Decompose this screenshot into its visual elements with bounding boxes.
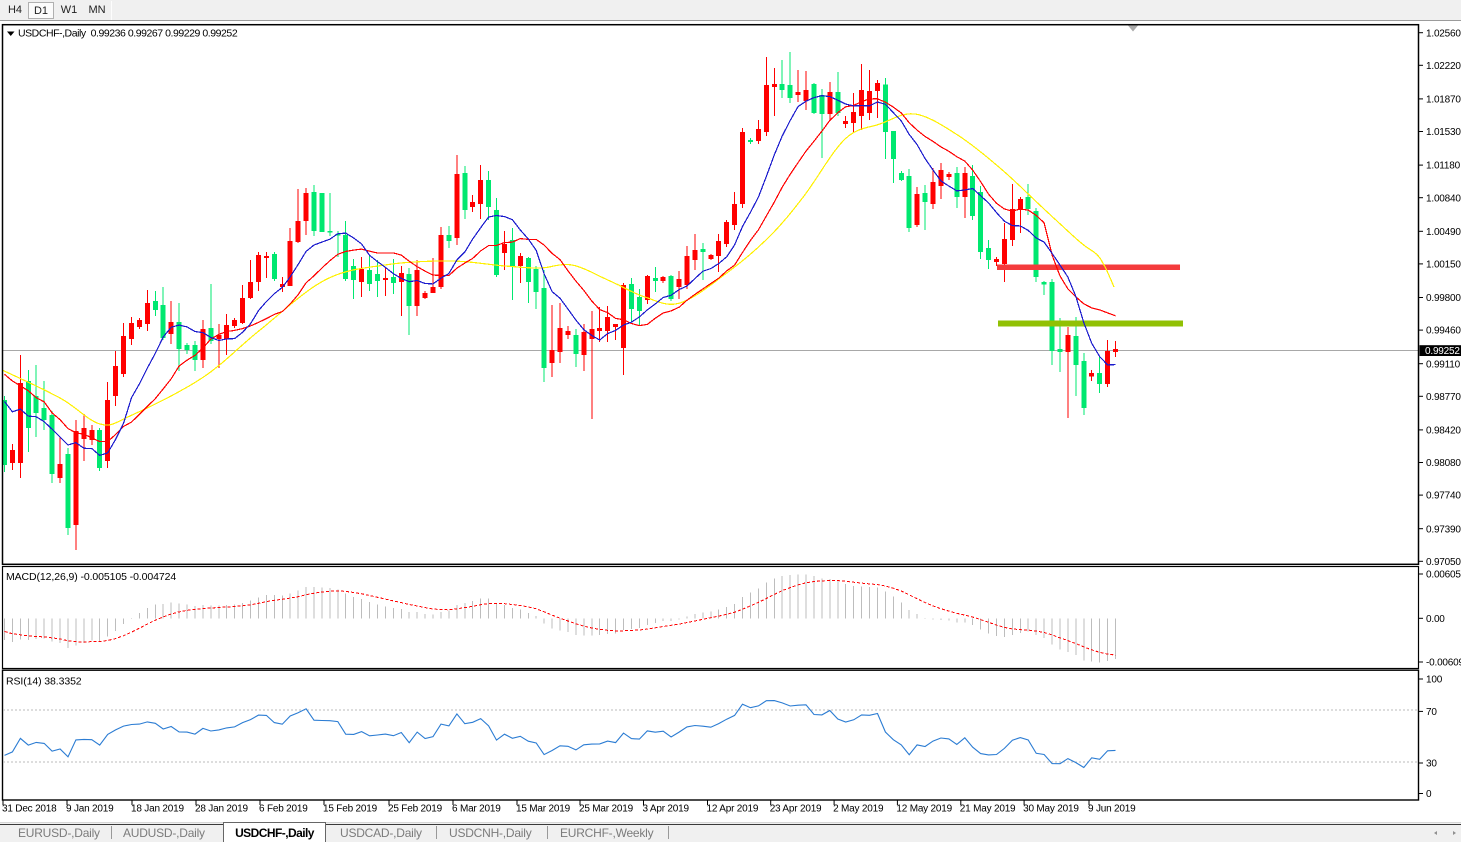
svg-text:18 Jan 2019: 18 Jan 2019 (131, 804, 184, 815)
svg-text:28 Jan 2019: 28 Jan 2019 (195, 804, 248, 815)
svg-text:0.0060580: 0.0060580 (1426, 570, 1461, 581)
svg-text:25 Mar 2019: 25 Mar 2019 (579, 804, 634, 815)
svg-text:MACD(12,26,9) -0.005105 -0.004: MACD(12,26,9) -0.005105 -0.004724 (6, 571, 176, 583)
svg-text:2 May 2019: 2 May 2019 (833, 804, 884, 815)
svg-text:3 Apr 2019: 3 Apr 2019 (643, 804, 690, 815)
svg-text:0.99800: 0.99800 (1426, 293, 1461, 304)
svg-text:1.00840: 1.00840 (1426, 193, 1461, 204)
svg-text:15 Mar 2019: 15 Mar 2019 (516, 804, 571, 815)
svg-text:0.97390: 0.97390 (1426, 524, 1461, 535)
svg-text:23 Apr 2019: 23 Apr 2019 (770, 804, 822, 815)
svg-text:USDCHF-,Daily 0.99236 0.99267: USDCHF-,Daily 0.99236 0.99267 0.99229 0.… (18, 28, 238, 40)
svg-text:9 Jan 2019: 9 Jan 2019 (66, 804, 114, 815)
svg-text:12 Apr 2019: 12 Apr 2019 (707, 804, 759, 815)
svg-text:1.00490: 1.00490 (1426, 227, 1461, 238)
svg-text:1.01530: 1.01530 (1426, 127, 1461, 138)
svg-text:1.02220: 1.02220 (1426, 61, 1461, 72)
svg-text:0.99460: 0.99460 (1426, 326, 1461, 337)
svg-text:100: 100 (1426, 675, 1443, 686)
svg-text:9 Jun 2019: 9 Jun 2019 (1088, 804, 1136, 815)
svg-text:1.02560: 1.02560 (1426, 28, 1461, 39)
svg-text:0.99110: 0.99110 (1426, 359, 1461, 370)
svg-text:1.01870: 1.01870 (1426, 95, 1461, 106)
svg-text:RSI(14) 38.3352: RSI(14) 38.3352 (6, 676, 82, 688)
svg-text:1.00150: 1.00150 (1426, 260, 1461, 271)
svg-text:0.98420: 0.98420 (1426, 426, 1461, 437)
svg-text:0: 0 (1426, 789, 1432, 800)
svg-text:6 Mar 2019: 6 Mar 2019 (452, 804, 501, 815)
svg-text:0.00: 0.00 (1426, 614, 1445, 625)
svg-text:31 Dec 2018: 31 Dec 2018 (2, 804, 57, 815)
svg-text:0.98770: 0.98770 (1426, 392, 1461, 403)
svg-text:0.99252: 0.99252 (1425, 346, 1460, 357)
svg-text:-0.0060960: -0.0060960 (1426, 658, 1461, 669)
svg-text:12 May 2019: 12 May 2019 (896, 804, 952, 815)
svg-text:30 May 2019: 30 May 2019 (1023, 804, 1079, 815)
svg-text:30: 30 (1426, 759, 1437, 770)
svg-text:0.97740: 0.97740 (1426, 491, 1461, 502)
svg-text:25 Feb 2019: 25 Feb 2019 (388, 804, 443, 815)
svg-text:6 Feb 2019: 6 Feb 2019 (259, 804, 308, 815)
svg-text:21 May 2019: 21 May 2019 (960, 804, 1016, 815)
svg-text:0.97050: 0.97050 (1426, 557, 1461, 568)
svg-text:15 Feb 2019: 15 Feb 2019 (323, 804, 378, 815)
svg-text:1.01180: 1.01180 (1426, 161, 1461, 172)
svg-text:0.98080: 0.98080 (1426, 458, 1461, 469)
svg-text:70: 70 (1426, 707, 1437, 718)
